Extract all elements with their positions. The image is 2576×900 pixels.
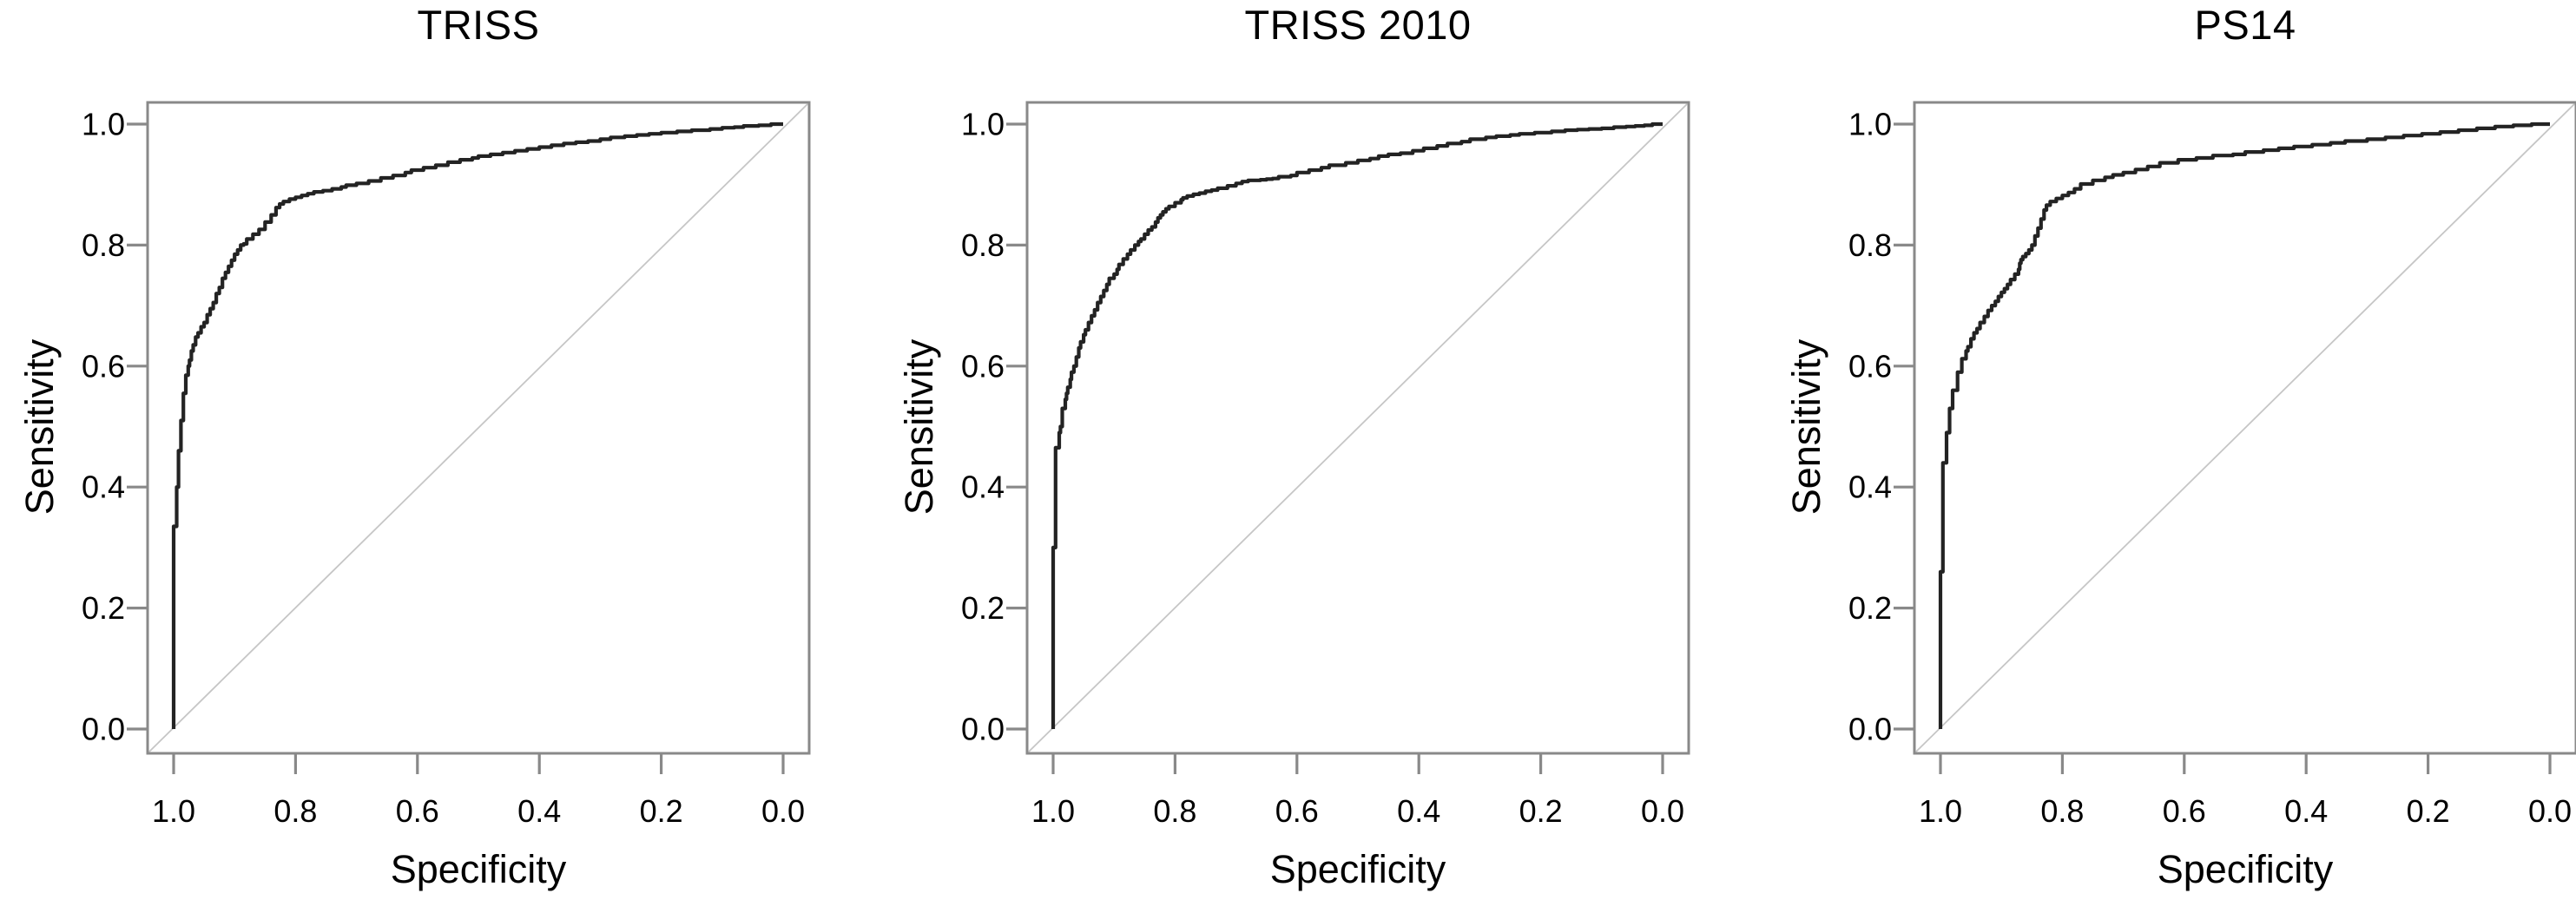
y-tick-label: 0.4 xyxy=(1848,470,1892,505)
x-tick-label: 0.8 xyxy=(273,793,317,829)
y-tick-label: 1.0 xyxy=(82,107,125,142)
x-tick-label: 0.2 xyxy=(2407,793,2450,829)
y-tick-label: 0.2 xyxy=(961,590,1005,626)
x-tick-label: 1.0 xyxy=(1031,793,1075,829)
x-tick-label: 0.4 xyxy=(517,793,561,829)
x-tick-label: 0.6 xyxy=(396,793,439,829)
plot-frame xyxy=(1025,101,1690,755)
panel-title: TRISS xyxy=(417,2,540,48)
panel-title: TRISS 2010 xyxy=(1244,2,1472,48)
plot-frame xyxy=(146,101,811,755)
y-tick-label: 1.0 xyxy=(1848,107,1892,142)
y-tick-label: 0.6 xyxy=(1848,348,1892,384)
diagonal-reference-line xyxy=(1028,103,1688,752)
x-tick-label: 0.0 xyxy=(2528,793,2572,829)
y-tick-label: 0.2 xyxy=(82,590,125,626)
roc-plot-svg: 1.0 0.8 0.6 0.4 0.2 0.0 1.0 0.8 0.6 0.4 0.2 0.0 xyxy=(82,101,811,829)
y-tick-label: 0.0 xyxy=(1848,712,1892,747)
x-tick-label: 0.4 xyxy=(1397,793,1440,829)
roc-curve xyxy=(171,122,783,729)
y-tick-label: 1.0 xyxy=(961,107,1005,142)
y-tick-label: 0.4 xyxy=(961,470,1005,505)
x-tick-label: 0.4 xyxy=(2284,793,2328,829)
x-tick-label: 0.2 xyxy=(640,793,683,829)
y-tick-label: 0.8 xyxy=(1848,227,1892,263)
x-tick-label: 0.0 xyxy=(1641,793,1684,829)
x-tick-label: 0.0 xyxy=(761,793,805,829)
roc-plot-svg: 1.0 0.8 0.6 0.4 0.2 0.0 1.0 0.8 0.6 0.4 0.2 0.0 xyxy=(961,101,1690,829)
y-tick-label: 0.0 xyxy=(961,712,1005,747)
diagonal-reference-line xyxy=(148,103,808,752)
x-tick-label: 0.8 xyxy=(2040,793,2084,829)
y-tick-label: 0.0 xyxy=(82,712,125,747)
x-tick-label: 1.0 xyxy=(152,793,195,829)
roc-panel-ps14: PS14 Sensitivity 1.0 0.8 0.6 0.4 0.2 0.0 1.0 0.… xyxy=(1767,0,2576,900)
y-tick-label: 0.6 xyxy=(961,348,1005,384)
roc-panel-triss: TRISS Sensitivity 1.0 0.8 0.6 0.4 0.2 0.0 1.0 0… xyxy=(0,0,859,900)
x-tick-label: 0.8 xyxy=(1153,793,1196,829)
x-axis-label: Specificity xyxy=(2157,847,2334,891)
y-tick-label: 0.6 xyxy=(82,348,125,384)
y-tick-label: 0.8 xyxy=(82,227,125,263)
roc-curve xyxy=(1938,122,2550,729)
x-tick-label: 0.6 xyxy=(2163,793,2206,829)
panel-title: PS14 xyxy=(2194,2,2296,48)
plot-frame xyxy=(1913,101,2576,755)
y-tick-label: 0.2 xyxy=(1848,590,1892,626)
x-tick-label: 0.2 xyxy=(1519,793,1563,829)
x-axis-label: Specificity xyxy=(1269,847,1446,891)
x-tick-label: 0.6 xyxy=(1275,793,1319,829)
roc-curve xyxy=(1051,122,1663,729)
roc-plot-svg: 1.0 0.8 0.6 0.4 0.2 0.0 1.0 0.8 0.6 0.4 0.2 0.0 xyxy=(1848,101,2576,829)
x-axis-label: Specificity xyxy=(390,847,567,891)
x-tick-label: 1.0 xyxy=(1919,793,1962,829)
y-tick-label: 0.8 xyxy=(961,227,1005,263)
diagonal-reference-line xyxy=(1915,103,2575,752)
y-tick-label: 0.4 xyxy=(82,470,125,505)
roc-panel-triss-2010: TRISS 2010 Sensitivity 1.0 0.8 0.6 0.4 0.2 0.… xyxy=(880,0,1738,900)
